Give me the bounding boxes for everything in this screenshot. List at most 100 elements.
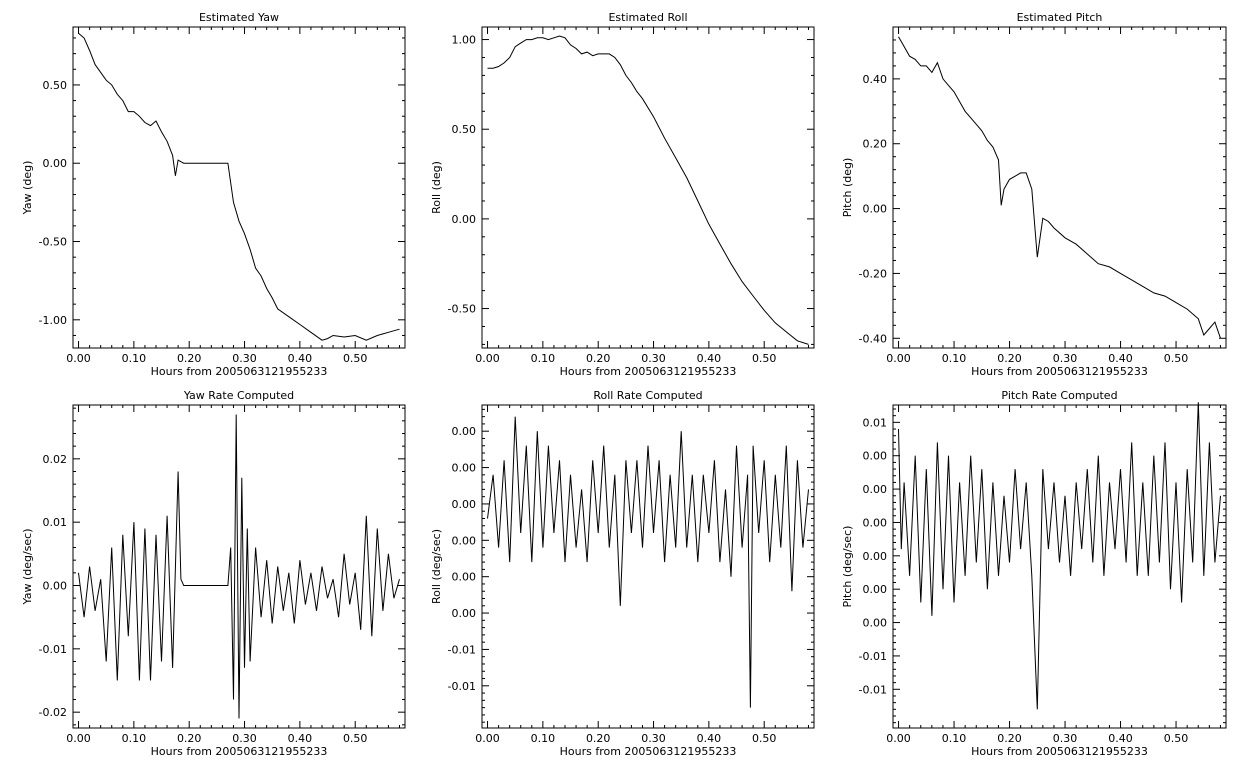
y-axis-label: Yaw (deg/sec): [21, 528, 34, 605]
x-tick-label: 0.40: [288, 732, 313, 745]
x-tick-label: 0.50: [1164, 732, 1189, 745]
series-line: [898, 36, 1221, 339]
chart-title: Pitch Rate Computed: [1001, 389, 1117, 402]
x-tick-label: 0.20: [586, 352, 611, 365]
x-tick-label: 0.50: [1164, 352, 1189, 365]
y-tick-label: 0.00: [452, 571, 477, 584]
y-tick-label: 0.40: [863, 73, 888, 86]
x-tick-label: 0.20: [997, 732, 1022, 745]
x-tick-label: 0.50: [752, 352, 777, 365]
y-tick-label: 0.00: [863, 516, 888, 529]
x-tick-label: 0.30: [1053, 732, 1078, 745]
y-tick-label: 0.00: [863, 617, 888, 630]
y-tick-label: -0.40: [859, 332, 887, 345]
x-tick-label: 0.10: [122, 732, 147, 745]
y-axis-label: Pitch (deg/sec): [841, 526, 854, 608]
plot-frame: [481, 26, 815, 349]
y-tick-label: 0.00: [863, 203, 888, 216]
x-tick-label: 0.20: [586, 732, 611, 745]
x-tick-label: 0.30: [641, 732, 666, 745]
x-tick-label: 0.40: [697, 352, 722, 365]
y-tick-label: 0.00: [43, 157, 68, 170]
y-tick-label: 0.00: [863, 450, 888, 463]
y-tick-label: 0.00: [43, 580, 68, 593]
y-tick-label: 0.50: [43, 79, 68, 92]
x-axis-label: Hours from 2005063121955233: [971, 365, 1148, 378]
y-tick-label: -0.01: [859, 683, 887, 696]
y-tick-label: 0.00: [452, 213, 477, 226]
chart-panel-1: Estimated Yaw Hours from 2005063121955233…: [21, 11, 406, 378]
y-tick-label: 0.00: [863, 483, 888, 496]
x-tick-label: 0.00: [886, 352, 911, 365]
x-tick-label: 0.30: [232, 732, 257, 745]
x-axis-label: Hours from 2005063121955233: [151, 365, 328, 378]
plot-frame: [892, 26, 1227, 349]
chart-panel-4: Yaw Rate Computed Hours from 200506312195…: [21, 389, 406, 758]
x-axis-label: Hours from 2005063121955233: [971, 745, 1148, 758]
y-tick-label: -0.50: [448, 303, 476, 316]
chart-title: Roll Rate Computed: [593, 389, 702, 402]
x-tick-label: 0.30: [641, 352, 666, 365]
x-tick-label: 0.40: [697, 732, 722, 745]
plot-frame: [892, 404, 1227, 729]
x-tick-label: 0.00: [66, 732, 91, 745]
y-tick-label: -0.50: [39, 236, 67, 249]
x-tick-label: 0.40: [1108, 732, 1133, 745]
chart-panel-2: Estimated Roll Hours from 200506312195523…: [430, 11, 815, 378]
y-axis-label: Yaw (deg): [21, 161, 34, 216]
y-tick-label: 0.50: [452, 123, 477, 136]
x-tick-label: 0.00: [475, 732, 500, 745]
x-tick-label: 0.10: [942, 732, 967, 745]
x-tick-label: 0.00: [475, 352, 500, 365]
x-axis-label: Hours from 2005063121955233: [151, 745, 328, 758]
x-tick-label: 0.40: [1108, 352, 1133, 365]
chart-panel-3: Estimated Pitch Hours from 20050631219552…: [841, 11, 1227, 378]
chart-title: Estimated Pitch: [1017, 11, 1103, 24]
y-tick-label: 0.00: [452, 425, 477, 438]
y-tick-label: -0.01: [448, 680, 476, 693]
x-axis-label: Hours from 2005063121955233: [560, 745, 737, 758]
x-tick-label: 0.20: [997, 352, 1022, 365]
x-tick-label: 0.10: [942, 352, 967, 365]
plot-frame: [72, 404, 406, 729]
y-tick-label: 0.00: [863, 550, 888, 563]
x-tick-label: 0.20: [177, 732, 202, 745]
y-tick-label: 0.00: [452, 462, 477, 475]
chart-panel-6: Pitch Rate Computed Hours from 2005063121…: [841, 389, 1227, 758]
y-tick-label: 0.00: [452, 498, 477, 511]
x-tick-label: 0.50: [343, 732, 368, 745]
series-line: [487, 416, 809, 708]
x-tick-label: 0.30: [1053, 352, 1078, 365]
y-axis-label: Pitch (deg): [841, 158, 854, 218]
y-tick-label: 1.00: [452, 34, 477, 47]
y-tick-label: 0.01: [43, 516, 68, 529]
x-tick-label: 0.50: [343, 352, 368, 365]
y-axis-label: Roll (deg): [430, 161, 443, 214]
y-tick-label: -0.01: [448, 643, 476, 656]
series-line: [78, 32, 400, 341]
x-tick-label: 0.50: [752, 732, 777, 745]
x-tick-label: 0.10: [531, 732, 556, 745]
y-axis-label: Roll (deg/sec): [430, 529, 443, 604]
chart-title: Estimated Yaw: [199, 11, 279, 24]
x-tick-label: 0.10: [531, 352, 556, 365]
series-line: [487, 35, 809, 345]
chart-panel-5: Roll Rate Computed Hours from 20050631219…: [430, 389, 815, 758]
x-axis-label: Hours from 2005063121955233: [560, 365, 737, 378]
y-tick-label: 0.01: [863, 416, 888, 429]
series-line: [898, 402, 1221, 710]
x-tick-label: 0.40: [288, 352, 313, 365]
y-tick-label: 0.20: [863, 138, 888, 151]
y-tick-label: 0.00: [452, 534, 477, 547]
y-tick-label: 0.02: [43, 453, 68, 466]
chart-title: Yaw Rate Computed: [183, 389, 294, 402]
y-tick-label: -0.02: [39, 706, 67, 719]
plot-frame: [481, 404, 815, 729]
y-tick-label: 0.00: [863, 583, 888, 596]
x-tick-label: 0.10: [122, 352, 147, 365]
x-tick-label: 0.00: [66, 352, 91, 365]
plot-frame: [72, 26, 406, 349]
series-line: [78, 414, 400, 719]
x-tick-label: 0.20: [177, 352, 202, 365]
